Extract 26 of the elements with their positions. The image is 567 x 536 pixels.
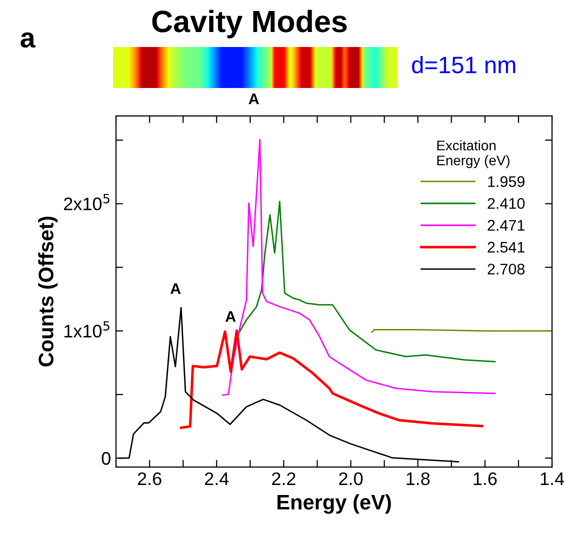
legend-label: 2.410 xyxy=(488,198,525,209)
legend-label: 1.959 xyxy=(488,176,524,187)
legend-title: Excitation Energy (eV) xyxy=(437,140,510,168)
legend-label: 2.541 xyxy=(488,242,524,253)
line-series xyxy=(118,306,460,462)
x-tick-label: 2.6 xyxy=(138,472,162,486)
text: A xyxy=(248,94,259,104)
x-tick-label: 2.4 xyxy=(204,472,229,485)
x-tick-label: 1.6 xyxy=(474,472,497,486)
x-tick-label: 1.8 xyxy=(406,472,430,486)
legend-label: 2.471 xyxy=(488,220,524,231)
x-tick-label: 2.2 xyxy=(272,472,296,485)
x-tick-label: 1.4 xyxy=(540,472,564,485)
legend-label: 2.708 xyxy=(488,264,525,275)
x-axis-title: Energy (eV) xyxy=(278,494,391,514)
text: a xyxy=(20,32,36,48)
y-tick-label: 1x10$^{5}$ xyxy=(64,321,110,338)
y-tick-label: 0 xyxy=(102,452,110,465)
line-series xyxy=(180,329,484,429)
y-axis-title: Counts (Offset) xyxy=(38,216,58,366)
text: d=151 nm xyxy=(412,56,516,74)
y-tick-label: 2x10$^{5}$ xyxy=(64,194,110,210)
chart-title: Cavity Modes xyxy=(152,10,347,38)
x-tick-label: 2.0 xyxy=(339,472,363,486)
annotation: A xyxy=(170,283,181,294)
annotation: A xyxy=(225,311,236,322)
